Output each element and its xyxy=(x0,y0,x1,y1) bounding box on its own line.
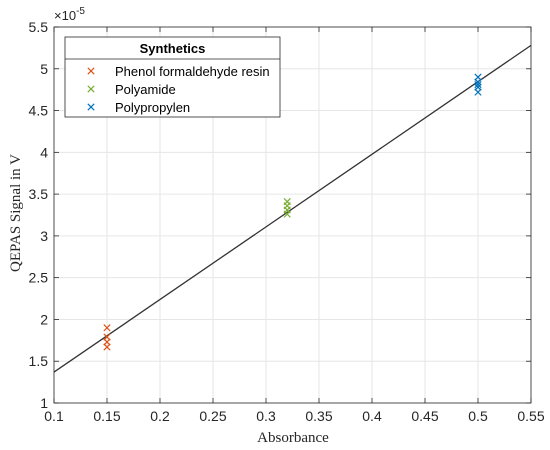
data-point xyxy=(103,343,111,351)
legend: Synthetics Phenol formaldehyde resin Polya… xyxy=(64,36,281,118)
x-tick-label: 0.5 xyxy=(468,408,488,424)
y-tick-label: 5 xyxy=(40,61,48,77)
marker-stroke xyxy=(103,324,111,332)
x-tick-label: 0.3 xyxy=(256,408,276,424)
marker-stroke xyxy=(87,85,95,93)
y-tick-label: 4 xyxy=(40,144,48,160)
axis-ticks: 0.1 0.15 0.2 0.25 0.3 0.35 0.4 0.45 0.5 0.55 1 1.5 2… xyxy=(29,19,545,424)
x-tick-label: 0.35 xyxy=(305,408,332,424)
legend-entry-label: Polypropylen xyxy=(115,100,190,115)
x-tick-label: 0.4 xyxy=(362,408,382,424)
legend-box xyxy=(64,36,281,118)
marker-stroke xyxy=(474,88,482,96)
legend-marker xyxy=(87,103,95,111)
y-tick-label: 4.5 xyxy=(29,103,49,119)
marker-stroke xyxy=(474,81,482,89)
y-tick-label: 1 xyxy=(40,395,48,411)
y-tick-label: 3 xyxy=(40,228,48,244)
data-point xyxy=(103,324,111,332)
y-axis-title: QEPAS Signal in V xyxy=(8,154,24,272)
y-tick-label: 1.5 xyxy=(29,353,49,369)
plot-frame xyxy=(53,26,532,404)
legend-marker xyxy=(87,67,95,75)
x-tick-label: 0.55 xyxy=(517,408,544,424)
y-tick-label: 2.5 xyxy=(29,270,49,286)
legend-title: Synthetics xyxy=(140,41,206,56)
data-point xyxy=(283,210,291,218)
legend-entry-label: Polyamide xyxy=(115,82,176,97)
marker-stroke xyxy=(87,103,95,111)
data-point xyxy=(474,81,482,89)
marker-stroke xyxy=(103,343,111,351)
data-point xyxy=(474,88,482,96)
marker-stroke xyxy=(283,210,291,218)
fit-line xyxy=(53,44,532,373)
fit-line-group xyxy=(53,44,532,373)
x-tick-label: 0.25 xyxy=(199,408,226,424)
legend-entry-label: Phenol formaldehyde resin xyxy=(115,64,270,79)
y-tick-label: 3.5 xyxy=(29,186,49,202)
x-tick-label: 0.1 xyxy=(44,408,64,424)
y-tick-label: 5.5 xyxy=(29,19,49,35)
x-tick-label: 0.45 xyxy=(411,408,438,424)
x-tick-label: 0.2 xyxy=(150,408,170,424)
data-points xyxy=(103,73,482,351)
x-axis-title: Absorbance xyxy=(257,430,329,446)
marker-stroke xyxy=(87,67,95,75)
y-tick-label: 2 xyxy=(40,311,48,327)
x-tick-label: 0.15 xyxy=(93,408,120,424)
legend-marker xyxy=(87,85,95,93)
y-exponent-label: ×10-5 xyxy=(54,6,85,23)
